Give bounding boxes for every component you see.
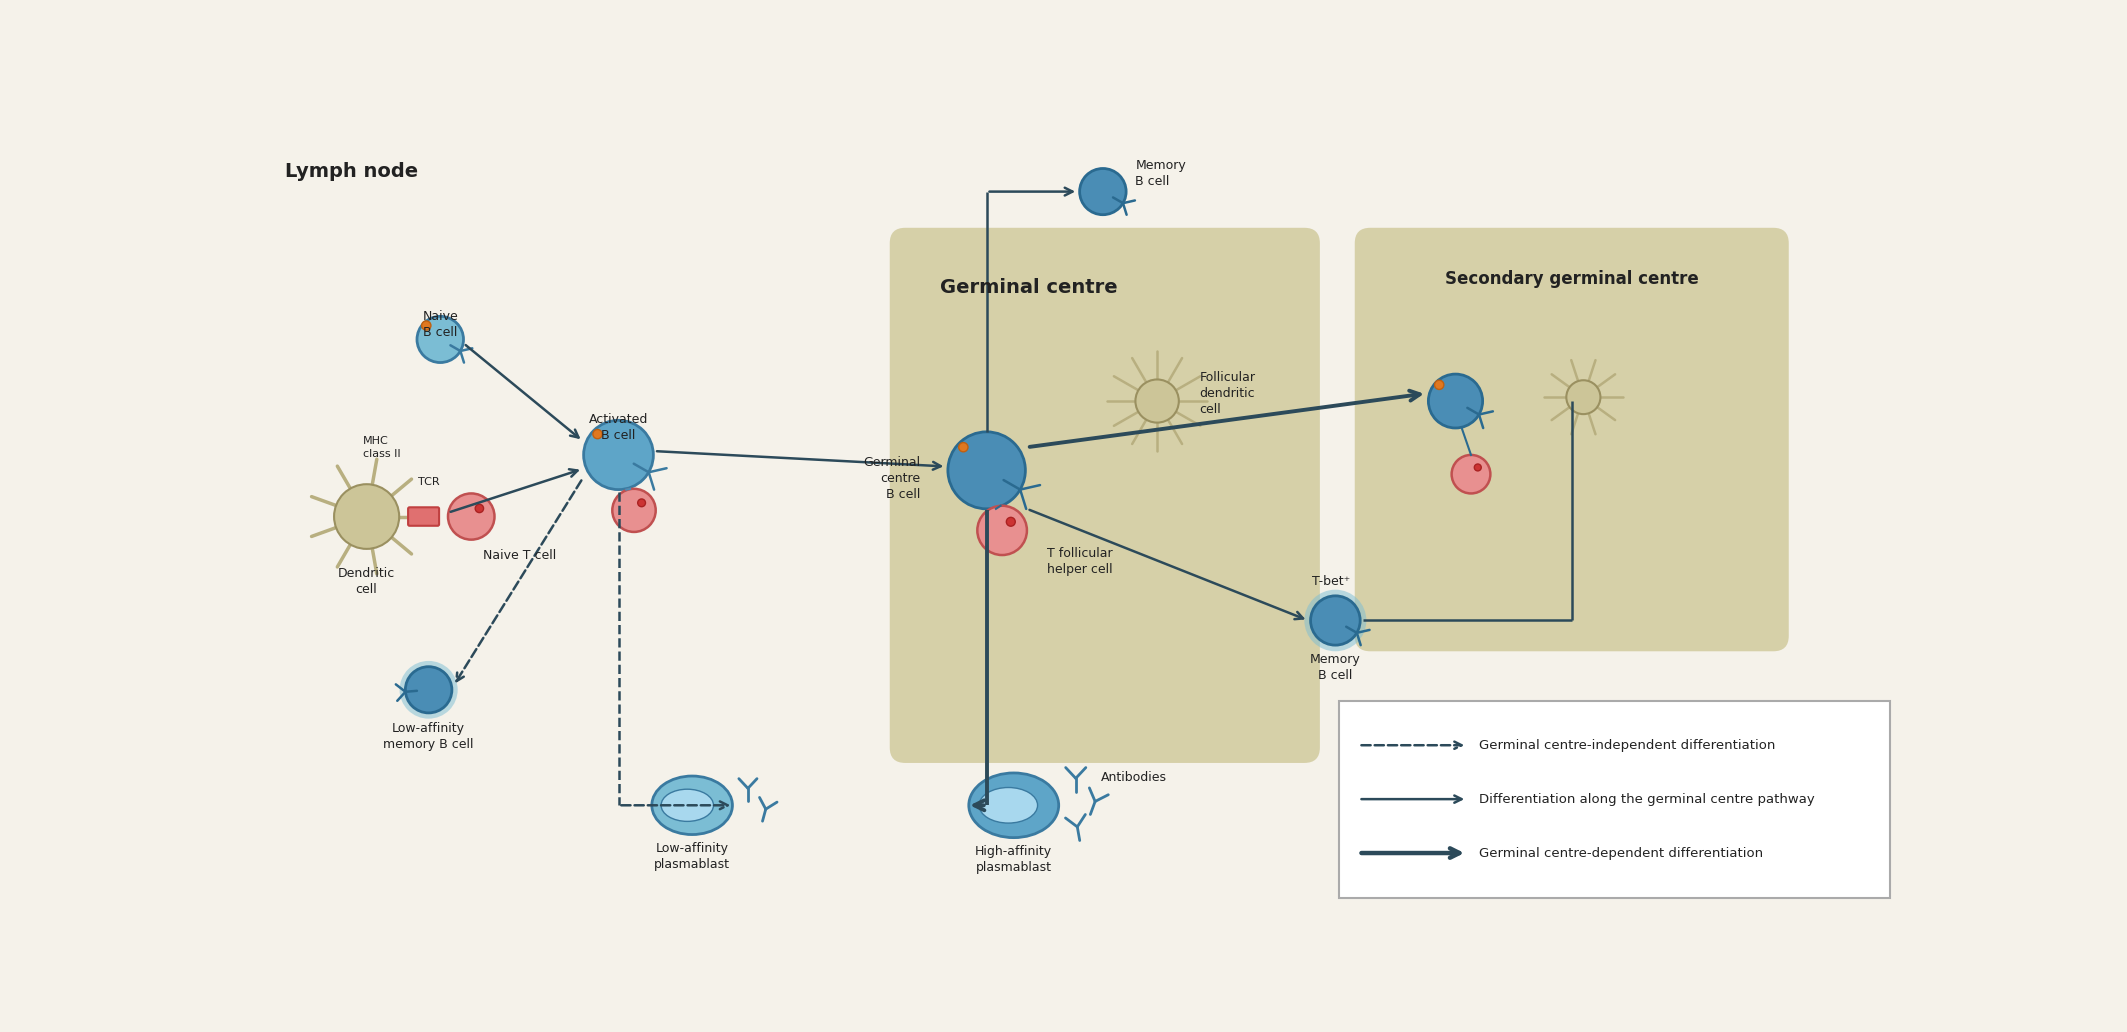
Text: Low-affinity
plasmablast: Low-affinity plasmablast [655,842,730,871]
Text: Dendritic
cell: Dendritic cell [338,567,396,595]
FancyBboxPatch shape [889,228,1321,763]
Circle shape [474,505,483,513]
Circle shape [1434,380,1444,389]
Circle shape [449,493,493,540]
Text: Germinal centre-dependent differentiation: Germinal centre-dependent differentiatio… [1478,846,1763,860]
Circle shape [334,484,400,549]
Text: Low-affinity
memory B cell: Low-affinity memory B cell [383,722,474,751]
Text: Secondary germinal centre: Secondary germinal centre [1444,270,1699,288]
Circle shape [1006,517,1015,526]
Text: Differentiation along the germinal centre pathway: Differentiation along the germinal centr… [1478,793,1814,806]
Circle shape [949,431,1025,509]
Ellipse shape [968,773,1059,838]
Circle shape [417,317,464,362]
Text: Antibodies: Antibodies [1100,771,1166,783]
Circle shape [976,506,1027,555]
Circle shape [613,489,655,531]
Circle shape [959,443,968,452]
Text: High-affinity
plasmablast: High-affinity plasmablast [974,845,1053,874]
Circle shape [1136,380,1178,422]
Circle shape [638,498,644,507]
Text: Germinal centre-independent differentiation: Germinal centre-independent differentiat… [1478,739,1776,751]
Text: MHC
class II: MHC class II [364,437,400,459]
Circle shape [406,667,451,713]
Text: Activated
B cell: Activated B cell [589,413,649,442]
Circle shape [593,429,602,439]
Circle shape [421,321,432,330]
Circle shape [1451,455,1491,493]
FancyBboxPatch shape [408,508,438,525]
Circle shape [1310,595,1359,645]
Circle shape [1081,168,1125,215]
Text: Follicular
dendritic
cell: Follicular dendritic cell [1200,370,1255,416]
Circle shape [400,660,457,718]
Text: Memory
B cell: Memory B cell [1136,159,1187,188]
Ellipse shape [651,776,732,835]
Text: TCR: TCR [417,477,440,487]
Circle shape [1565,380,1600,414]
Ellipse shape [978,787,1038,824]
Text: Germinal
centre
B cell: Germinal centre B cell [864,456,921,502]
Text: T-bet⁺: T-bet⁺ [1312,575,1351,588]
FancyBboxPatch shape [1355,228,1789,651]
Text: Lymph node: Lymph node [285,162,419,182]
Circle shape [1474,464,1480,471]
FancyBboxPatch shape [1340,702,1889,898]
Circle shape [1429,374,1483,428]
Text: Memory
B cell: Memory B cell [1310,653,1361,682]
Text: Germinal centre: Germinal centre [940,278,1119,297]
Circle shape [583,420,653,489]
Text: Naive T cell: Naive T cell [483,549,555,561]
Text: T follicular
helper cell: T follicular helper cell [1046,547,1112,576]
Ellipse shape [661,789,713,821]
Circle shape [1304,589,1366,651]
Text: Naive
B cell: Naive B cell [423,311,457,340]
